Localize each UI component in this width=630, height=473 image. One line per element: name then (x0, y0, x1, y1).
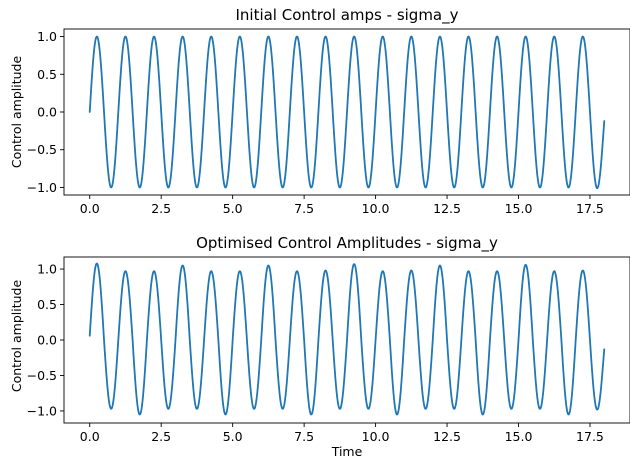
y-axis-label: Control amplitude (9, 56, 24, 169)
y-tick-label: 0.5 (37, 67, 57, 82)
plot-area: 0.0 2.5 5.0 7.5 10.0 12.5 15.0 17.5 1.0 0.5 0.0 −0.… (27, 29, 630, 216)
y-tick-label: 1.0 (37, 29, 57, 44)
y-tick-label: −0.5 (27, 142, 57, 157)
y-tick-label: −0.5 (27, 368, 57, 383)
series-line-0 (90, 264, 605, 415)
chart-1: Optimised Control Amplitudes - sigma_y C… (9, 234, 630, 459)
x-tick-label: 15.0 (505, 201, 533, 216)
chart-title: Optimised Control Amplitudes - sigma_y (196, 234, 498, 253)
x-tick-label: 12.5 (433, 429, 461, 444)
y-tick-label: −1.0 (27, 180, 57, 195)
x-tick-label: 2.5 (151, 201, 171, 216)
series-line-0 (90, 37, 605, 189)
chart-0: Initial Control amps - sigma_y Control a… (9, 6, 630, 216)
x-tick-label: 10.0 (362, 429, 390, 444)
x-tick-label: 5.0 (223, 201, 243, 216)
x-tick-label: 12.5 (433, 201, 461, 216)
x-axis-label: Time (331, 444, 363, 459)
y-tick-label: 0.0 (37, 105, 57, 120)
plot-area: 0.0 2.5 5.0 7.5 10.0 12.5 15.0 17.5 1.0 0.5 0.0 −0.… (27, 257, 630, 444)
x-tick-label: 17.5 (576, 201, 604, 216)
x-tick-label: 15.0 (505, 429, 533, 444)
y-tick-label: 1.0 (37, 262, 57, 277)
y-tick-label: 0.5 (37, 297, 57, 312)
x-tick-label: 0.0 (80, 201, 100, 216)
x-tick-label: 2.5 (151, 429, 171, 444)
x-tick-label: 17.5 (576, 429, 604, 444)
x-tick-label: 10.0 (362, 201, 390, 216)
y-tick-label: −1.0 (27, 403, 57, 418)
x-tick-label: 5.0 (223, 429, 243, 444)
chart-title: Initial Control amps - sigma_y (235, 6, 458, 25)
x-tick-label: 7.5 (294, 201, 314, 216)
x-tick-label: 7.5 (294, 429, 314, 444)
x-tick-label: 0.0 (80, 429, 100, 444)
y-tick-label: 0.0 (37, 333, 57, 348)
y-axis-label: Control amplitude (9, 280, 24, 393)
